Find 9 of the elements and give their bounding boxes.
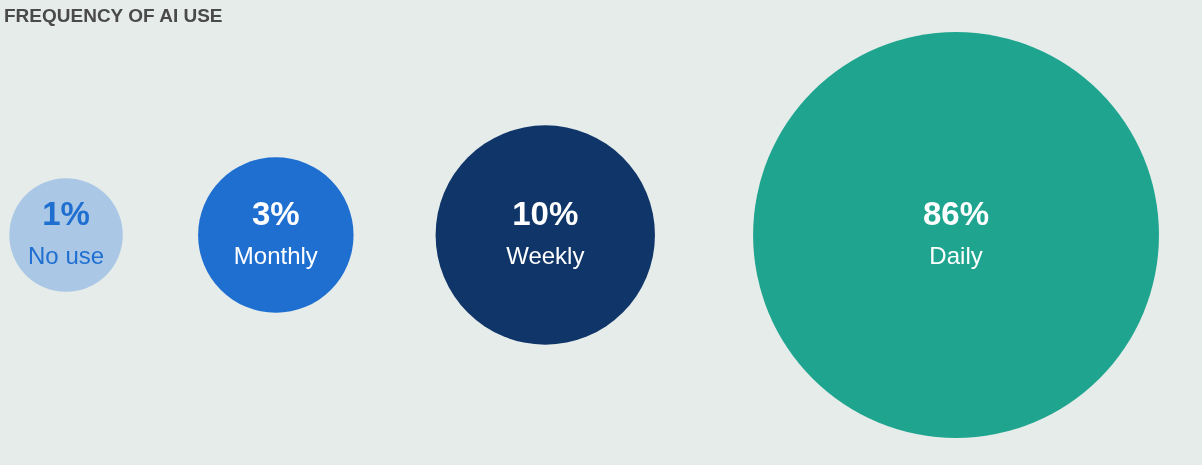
data-label: 86% [923,195,990,232]
data-label: 1% [42,195,90,232]
data-label: 3% [251,195,300,232]
category-label: Daily [929,242,983,269]
category-label: Monthly [233,242,318,269]
data-label: 10% [512,195,579,232]
text: FREQUENCY OF AI USE [4,5,223,27]
category-label: No use [28,242,105,269]
category-label: Weekly [506,242,585,269]
